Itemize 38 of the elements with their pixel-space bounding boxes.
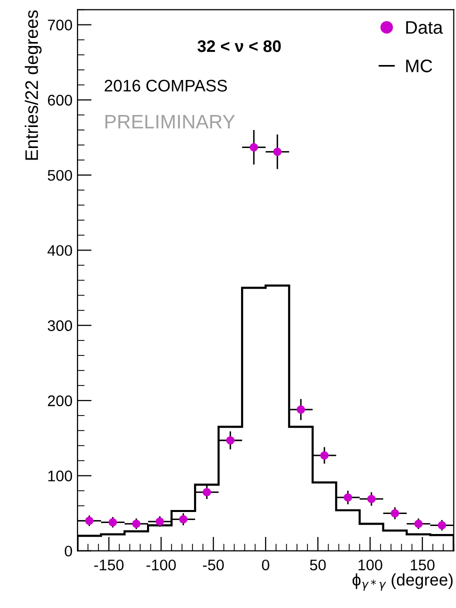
point — [273, 148, 282, 156]
point — [296, 405, 306, 414]
y-tick-label: 200 — [48, 395, 72, 406]
x-tick-label: 100 — [358, 560, 382, 570]
point — [367, 494, 376, 504]
x-tick-label: 0 — [262, 560, 270, 570]
annotation: 2016 COMPASS — [104, 80, 227, 92]
point — [85, 516, 94, 525]
annotation: 32 < ν < 80 — [198, 40, 281, 52]
y-tick-label: 0 — [64, 546, 72, 557]
x-tick-label: 50 — [310, 560, 326, 570]
point — [202, 488, 212, 496]
x-tick-label: -150 — [94, 560, 124, 570]
x-axis-title: ϕ$_{γ*γ}$ (degree) — [352, 573, 453, 591]
y-tick-label: 500 — [48, 170, 72, 181]
point — [250, 143, 258, 152]
y-axis-title: Entries/22 degrees — [24, 10, 42, 160]
point — [438, 521, 446, 530]
x-tick-label: -50 — [203, 560, 224, 570]
y-tick-label: 700 — [48, 20, 72, 30]
point — [414, 520, 423, 528]
x-tick-label: 150 — [410, 560, 435, 570]
point — [390, 509, 400, 518]
annotation: PRELIMINARY — [105, 115, 235, 128]
y-tick-label: 100 — [48, 470, 72, 482]
point — [226, 436, 235, 445]
point — [179, 515, 188, 524]
point — [108, 518, 117, 526]
point — [132, 520, 140, 528]
y-tick-label: 600 — [48, 94, 72, 106]
legend-label: Data — [406, 21, 443, 34]
y-tick-label: 400 — [48, 245, 72, 256]
point — [156, 517, 164, 526]
y-tick-label: 300 — [48, 320, 72, 332]
legend-label: MC — [406, 60, 432, 72]
point — [320, 451, 329, 460]
point — [344, 493, 352, 502]
x-tick-label: -100 — [146, 560, 176, 570]
